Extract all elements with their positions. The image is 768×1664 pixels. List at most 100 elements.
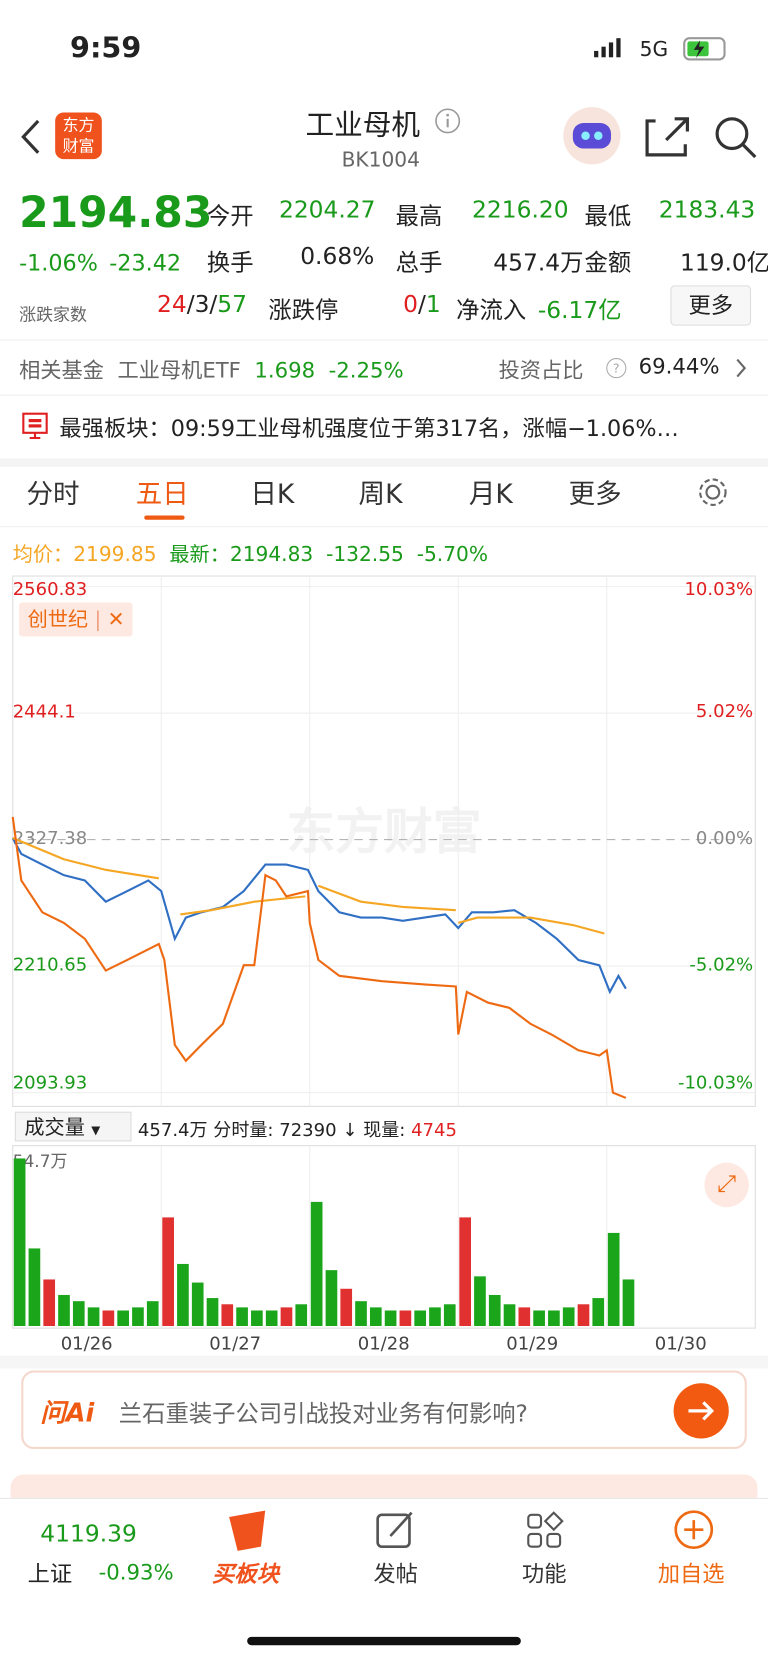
chg-pct: -5.70% — [416, 543, 489, 567]
volume-bar — [518, 1307, 531, 1326]
tab[interactable]: 五日 — [135, 478, 189, 510]
price: 2194.83 — [19, 188, 213, 238]
volume-bar — [310, 1201, 323, 1326]
tab[interactable]: 月K — [468, 478, 513, 510]
volume-bar — [399, 1310, 412, 1326]
field-value: 457.4万 — [493, 250, 584, 277]
y-tick-label: 54.7万 — [13, 1152, 68, 1172]
volume-bar — [221, 1304, 234, 1326]
ratio: 69.44% — [638, 353, 720, 379]
back-button[interactable] — [19, 119, 44, 155]
vol-total: 457.4万 — [137, 1120, 208, 1142]
x-tick-label: 01/26 — [61, 1333, 113, 1354]
volume-frame — [12, 1145, 756, 1329]
ai-box[interactable] — [21, 1370, 747, 1450]
charts: 东方财富 2093.93 2210.65 2327.38 2444.1 2560.83 -… — [11, 575, 756, 1354]
field-label: 最高 — [395, 203, 443, 231]
volume-bar — [325, 1270, 338, 1326]
volume-bar — [533, 1310, 545, 1326]
avg: 2199.85 — [73, 543, 157, 567]
volume-info: 457.4万 分时量: 72390 ↓ 现量: 4745 — [137, 1120, 457, 1142]
news-text[interactable]: 最强板块：09:59工业母机强度位于第317名，涨幅−1.06%… — [59, 415, 679, 442]
ratio-label: 投资占比 — [498, 357, 584, 383]
fund-name: 工业母机ETF — [117, 357, 241, 383]
volume-bar — [488, 1294, 501, 1326]
volume-bar — [503, 1304, 516, 1326]
change-pct: -1.06% — [19, 250, 98, 276]
settings-icon[interactable] — [696, 475, 730, 509]
tab-underline — [144, 515, 185, 520]
nav-item[interactable]: 加自选 — [657, 1561, 725, 1587]
compare-tag[interactable]: 创世纪 | ✕ — [19, 602, 134, 637]
expand-button[interactable]: ⤢ — [704, 1162, 749, 1208]
avg-label: 均价： — [12, 543, 74, 567]
info-icon[interactable] — [434, 107, 462, 135]
ai-send[interactable] — [673, 1382, 730, 1439]
breadth: 24/3/57 — [156, 291, 248, 319]
header-icons[interactable] — [562, 106, 764, 165]
indicator-select[interactable]: 成交量 ▼ — [14, 1111, 132, 1142]
y2-tick-label: 0.00% — [696, 828, 753, 849]
volume-bar — [117, 1310, 129, 1326]
tab[interactable]: 更多 — [568, 478, 622, 510]
limit-up: 0 — [403, 291, 418, 319]
volume-bar — [102, 1310, 115, 1326]
up-count: 24 — [156, 291, 187, 319]
status-icons — [594, 37, 726, 61]
volume-bar — [340, 1288, 353, 1326]
volume-bar — [622, 1279, 635, 1326]
volume-bar — [191, 1282, 204, 1326]
price-frame — [12, 575, 756, 1107]
watermark: 东方财富 — [286, 804, 481, 861]
fund-label: 相关基金 — [19, 357, 104, 383]
last-label: 最新： — [169, 543, 230, 567]
volume-bar — [251, 1310, 263, 1326]
chevron — [736, 358, 747, 378]
volume-bar — [162, 1217, 174, 1326]
nav-item[interactable]: 买板块 — [212, 1561, 279, 1587]
limit: 0/1 — [403, 291, 441, 319]
volume-bar — [28, 1248, 41, 1326]
series-line — [11, 816, 627, 1099]
tab[interactable]: 日K — [250, 478, 295, 510]
nav-item[interactable]: 发帖 — [373, 1561, 418, 1587]
status-time: 9:59 — [70, 31, 142, 65]
volume-bar — [592, 1298, 605, 1326]
nav-item[interactable]: 功能 — [521, 1561, 567, 1587]
now-label: 现量: — [363, 1120, 406, 1142]
volume-bar — [206, 1298, 219, 1326]
chg: -132.55 — [326, 543, 404, 567]
x-tick-label: 01/30 — [655, 1333, 707, 1354]
more-button[interactable]: 更多 — [670, 285, 752, 326]
tab[interactable]: 周K — [358, 478, 403, 510]
code: BK1004 — [341, 148, 420, 172]
fund-price: 1.698 — [254, 357, 316, 383]
help-icon[interactable]: ? — [605, 356, 628, 379]
fund-row[interactable]: 相关基金 工业母机ETF 1.698 -2.25% — [19, 353, 404, 384]
y-tick-label: 2210.65 — [13, 954, 88, 975]
home-indicator — [247, 1636, 521, 1646]
series-line — [11, 837, 627, 995]
news-icon — [22, 412, 48, 440]
summary: 均价：2199.85 最新：2194.83 -132.55 -5.70% — [13, 539, 488, 568]
volume-bar — [459, 1217, 471, 1326]
inflow: -6.17亿 — [537, 298, 622, 325]
volume-bar — [132, 1307, 144, 1326]
compare-name: 创世纪 — [27, 607, 89, 632]
field-label: 今开 — [206, 203, 254, 231]
y-tick-label: 2327.38 — [13, 828, 88, 849]
volume-bar — [548, 1310, 560, 1326]
field-label: 最低 — [584, 203, 632, 231]
tick-volume: 72390 — [279, 1120, 337, 1142]
series-line — [12, 837, 605, 935]
volume-bar — [43, 1279, 56, 1326]
breadth-label: 涨跌家数 — [19, 304, 88, 325]
field-label: 总手 — [395, 250, 443, 277]
volume-bar — [577, 1304, 590, 1326]
tab[interactable]: 分时 — [26, 478, 80, 510]
volume-bar — [87, 1307, 100, 1326]
tick-label: 分时量: — [213, 1120, 274, 1142]
last: 2194.83 — [229, 543, 314, 567]
